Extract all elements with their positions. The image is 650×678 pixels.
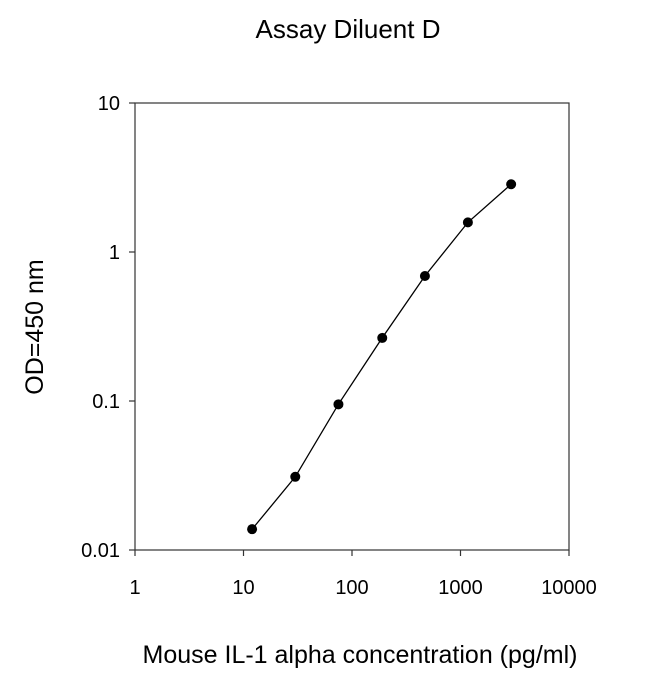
y-axis-label: OD=450 nm (21, 259, 49, 395)
y-tick-label: 0.1 (92, 391, 120, 413)
y-tick-label: 10 (98, 93, 120, 115)
data-point (377, 332, 388, 343)
x-tick-label: 10000 (541, 577, 597, 599)
chart-title: Assay Diluent D (256, 14, 441, 44)
data-points (247, 179, 517, 535)
x-tick-label: 1 (129, 577, 140, 599)
y-tick-label: 1 (109, 242, 120, 264)
data-point (506, 179, 517, 190)
x-axis-label: Mouse IL-1 alpha concentration (pg/ml) (143, 641, 578, 669)
y-axis-ticks: 10 1 0.1 0.01 (81, 93, 135, 562)
x-tick-label: 100 (335, 577, 368, 599)
data-point (247, 524, 258, 535)
plot-area (134, 102, 570, 551)
data-point (462, 217, 473, 228)
x-axis-ticks: 1 10 100 1000 10000 (129, 550, 597, 599)
x-tick-label: 1000 (438, 577, 483, 599)
data-point (419, 271, 430, 282)
data-point (290, 471, 301, 482)
x-tick-label: 10 (232, 577, 254, 599)
data-point (333, 399, 344, 410)
y-tick-label: 0.01 (81, 540, 120, 562)
